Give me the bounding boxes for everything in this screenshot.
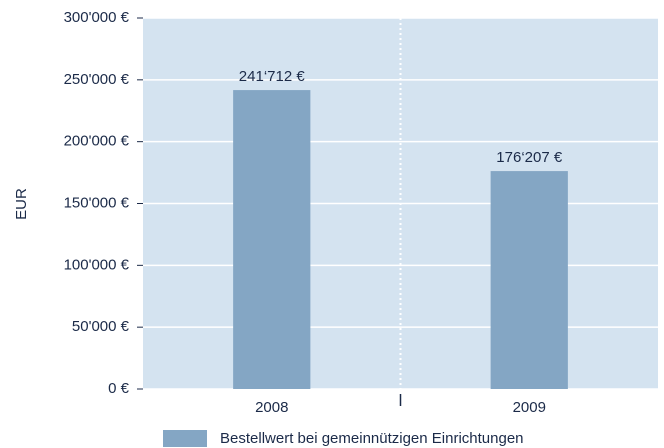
y-tick-label: 300'000 € xyxy=(64,9,130,26)
y-tick-label: 0 € xyxy=(108,380,130,397)
y-tick-label: 150'000 € xyxy=(64,194,130,211)
x-tick-label: 2009 xyxy=(513,399,546,416)
data-label: 241‘712 € xyxy=(239,68,306,85)
bar xyxy=(490,171,568,389)
data-label: 176‘207 € xyxy=(496,149,563,166)
y-tick-label: 200'000 € xyxy=(64,133,130,150)
y-tick-label: 100'000 € xyxy=(64,256,130,273)
y-axis-label: EUR xyxy=(13,188,30,220)
legend-label: Bestellwert bei gemeinnützigen Einrichtu… xyxy=(220,430,524,447)
y-tick-label: 50'000 € xyxy=(72,318,130,335)
x-tick-label: 2008 xyxy=(255,399,288,416)
legend-swatch xyxy=(163,430,207,447)
y-tick-label: 250'000 € xyxy=(64,71,130,88)
bar xyxy=(233,90,311,389)
